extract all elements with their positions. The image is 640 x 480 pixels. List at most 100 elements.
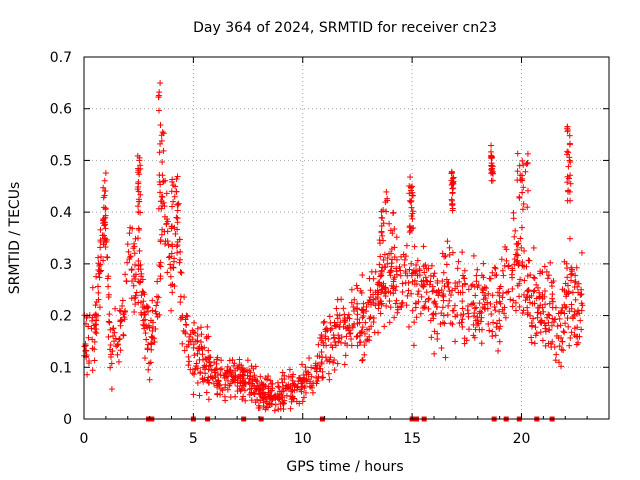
data-point <box>131 250 138 257</box>
data-point <box>382 284 389 291</box>
data-point <box>402 253 409 260</box>
data-point <box>409 192 416 199</box>
data-point <box>469 301 476 308</box>
data-point <box>489 170 496 177</box>
data-point <box>187 331 194 338</box>
data-point <box>82 347 89 354</box>
data-point <box>488 163 495 170</box>
data-point <box>486 275 493 282</box>
data-point <box>107 341 114 348</box>
data-point <box>256 390 263 397</box>
data-point <box>423 289 430 296</box>
data-point <box>140 298 147 305</box>
data-point <box>398 304 405 311</box>
data-point <box>359 272 366 279</box>
data-point <box>136 247 143 254</box>
data-point <box>167 273 174 280</box>
data-point <box>211 367 218 374</box>
data-point <box>239 371 246 378</box>
data-point <box>434 336 441 343</box>
data-point <box>539 295 546 302</box>
data-point <box>378 228 385 235</box>
data-point <box>334 321 341 328</box>
data-point <box>564 274 571 281</box>
data-point <box>360 300 367 307</box>
data-point <box>354 285 361 292</box>
data-point <box>265 404 272 411</box>
data-point <box>520 307 527 314</box>
data-point <box>106 311 113 318</box>
data-point <box>182 321 189 328</box>
data-point <box>168 250 175 257</box>
data-point <box>534 304 541 311</box>
data-point <box>427 278 434 285</box>
data-point <box>378 267 385 274</box>
data-point <box>533 295 540 302</box>
data-point <box>407 174 414 181</box>
data-point <box>521 247 528 254</box>
data-point <box>516 280 523 287</box>
data-point <box>561 258 568 265</box>
data-point <box>173 176 180 183</box>
data-point <box>124 259 131 266</box>
data-point <box>107 326 114 333</box>
data-point <box>301 375 308 382</box>
data-point <box>320 319 327 326</box>
data-point <box>374 294 381 301</box>
data-point <box>367 287 374 294</box>
data-point <box>447 320 454 327</box>
data-point <box>174 201 181 208</box>
data-point <box>558 346 565 353</box>
data-point <box>169 243 176 250</box>
data-point <box>119 297 126 304</box>
data-point <box>437 320 444 327</box>
data-point <box>142 330 149 337</box>
data-point <box>378 208 385 215</box>
data-point <box>250 365 257 372</box>
data-point <box>154 313 161 320</box>
data-point <box>376 237 383 244</box>
data-point <box>174 173 181 180</box>
data-point <box>495 347 502 354</box>
data-point <box>125 248 132 255</box>
data-point <box>408 260 415 267</box>
data-point <box>88 325 95 332</box>
data-point <box>346 330 353 337</box>
data-point <box>449 175 456 182</box>
data-point <box>534 314 541 321</box>
data-point <box>156 107 163 114</box>
data-point <box>89 336 96 343</box>
data-point <box>234 383 241 390</box>
data-point <box>472 317 479 324</box>
data-point <box>485 320 492 327</box>
data-point <box>269 380 276 387</box>
data-point <box>398 253 405 260</box>
data-point <box>320 342 327 349</box>
data-point <box>148 340 155 347</box>
data-point <box>191 371 198 378</box>
data-point <box>194 350 201 357</box>
data-point <box>164 238 171 245</box>
data-point <box>408 213 415 220</box>
data-point <box>372 268 379 275</box>
data-point <box>91 312 98 319</box>
data-point <box>163 221 170 228</box>
data-point <box>228 372 235 379</box>
data-point <box>428 262 435 269</box>
data-point <box>102 205 109 212</box>
data-point <box>394 309 401 316</box>
data-point <box>239 396 246 403</box>
data-point <box>459 316 466 323</box>
data-point <box>459 283 466 290</box>
data-point <box>530 274 537 281</box>
data-point <box>368 323 375 330</box>
data-point <box>157 140 164 147</box>
data-point <box>315 374 322 381</box>
data-point <box>465 303 472 310</box>
data-point <box>177 256 184 263</box>
data-point <box>340 305 347 312</box>
data-point <box>327 319 334 326</box>
data-point <box>371 329 378 336</box>
data-point <box>315 341 322 348</box>
